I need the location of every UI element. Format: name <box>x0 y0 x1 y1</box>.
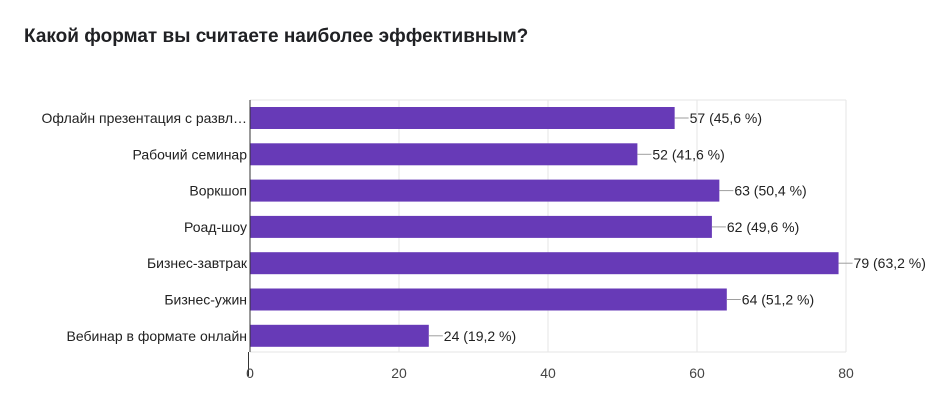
x-tick-label: 80 <box>838 365 854 381</box>
x-tick-label: 0 <box>246 365 254 381</box>
chart-title: Какой формат вы считаете наиболее эффект… <box>24 26 529 47</box>
category-label: Воркшоп <box>189 183 247 199</box>
value-label: 52 (41,6 %) <box>652 146 724 162</box>
bar <box>250 179 720 202</box>
value-label: 62 (49,6 %) <box>727 219 799 235</box>
bar <box>250 143 638 166</box>
value-label: 24 (19,2 %) <box>444 328 516 344</box>
value-label: 63 (50,4 %) <box>734 183 806 199</box>
category-label: Роад-шоу <box>184 219 247 235</box>
x-tick-label: 20 <box>391 365 407 381</box>
x-tick-label: 40 <box>540 365 556 381</box>
bar <box>250 252 839 275</box>
x-tick-label: 60 <box>689 365 705 381</box>
bar <box>250 107 675 129</box>
bar <box>250 288 727 311</box>
value-label: 64 (51,2 %) <box>742 292 814 308</box>
category-label: Бизнес-завтрак <box>147 255 248 271</box>
bar <box>250 215 712 238</box>
category-label: Офлайн презентация с развл… <box>42 110 247 126</box>
category-label: Вебинар в формате онлайн <box>67 328 247 344</box>
value-label: 57 (45,6 %) <box>690 110 762 126</box>
category-label: Рабочий семинар <box>132 146 247 162</box>
value-label: 79 (63,2 %) <box>854 255 926 271</box>
bar <box>250 324 429 347</box>
category-label: Бизнес-ужин <box>164 292 247 308</box>
